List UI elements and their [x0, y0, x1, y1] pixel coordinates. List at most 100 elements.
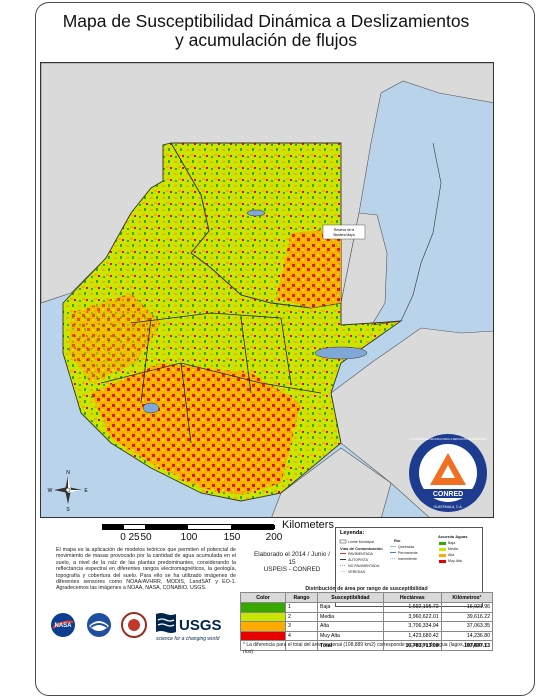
- cell-hectareas: 1,692,195.72: [382, 602, 442, 613]
- conred-name: CONRED: [433, 491, 463, 498]
- conred-ring-text: COORDINADORA NACIONAL PARA LA REDUCCIÓN …: [409, 438, 486, 441]
- cell-kilometros: 39,616.22: [440, 611, 494, 623]
- swatch-baja: [240, 602, 286, 613]
- legend-agua-muy-alta: Muy Alta: [448, 559, 462, 563]
- map-title-line2: y acumulación de flujos: [175, 30, 357, 50]
- legend-item-limite: Límite Municipal: [348, 540, 374, 544]
- legend-item-intermitente: Intermitente: [398, 557, 417, 561]
- cell-hectareas: 3,960,622.01: [382, 611, 442, 623]
- susceptibility-map[interactable]: Reserva de la Biosfera Maya N S E W: [40, 62, 494, 518]
- total-kilometros: 107,837.13: [440, 640, 494, 651]
- swatch-media: [240, 611, 286, 623]
- department-boundaries: [100, 312, 322, 444]
- legend-item-pavimentada: PAVIMENTADA: [348, 552, 373, 556]
- coastline: [370, 142, 442, 326]
- cell-hectareas: 3,706,334.94: [382, 621, 442, 632]
- cell-susceptibilidad: Muy Alta: [317, 630, 384, 642]
- credit-date: Elaborado el 2014 / Junio / 15: [253, 551, 331, 566]
- scale-label-25: 25: [128, 532, 140, 543]
- cell-rango: 4: [284, 630, 319, 642]
- cell-susceptibilidad: Alta: [317, 621, 384, 632]
- usgs-logo: USGS science for a changing world: [156, 613, 222, 642]
- conred-emblem: CONRED GUATEMALA, C.A. COORDINADORA NACI…: [409, 434, 487, 512]
- legend-item-autopista: AUTOPISTA: [348, 558, 369, 562]
- table-row: 1 Baja 1,692,195.72 16,921.96: [240, 602, 494, 613]
- annotation-box: [322, 224, 366, 240]
- legend-item-rio: Río: [394, 538, 401, 543]
- sheet-border: [35, 2, 535, 696]
- hotspot-south: [91, 363, 301, 495]
- distribution-title: Distribución de área por rango de suscep…: [305, 586, 428, 592]
- annotation-text-2: Biosfera Maya: [333, 233, 354, 237]
- compass-w: W: [48, 488, 53, 494]
- cell-rango: 3: [284, 621, 319, 632]
- col-rango: Rango: [284, 592, 319, 603]
- col-color: Color: [240, 592, 286, 603]
- nasa-logo: NASA: [51, 613, 75, 637]
- conred-seal-logo: [121, 612, 147, 638]
- legend-agua-media: Media: [448, 547, 458, 551]
- lago-peten-itza: [246, 209, 266, 217]
- cell-susceptibilidad: Baja: [317, 602, 384, 613]
- swatch-muy-alta: [240, 630, 286, 642]
- table-row: 2 Media 3,960,622.01 39,616.22: [240, 611, 494, 623]
- legend-agua-baja: Baja: [448, 541, 456, 545]
- scale-bar: 0 25 50 100 150 200: [102, 520, 352, 543]
- scale-label-0: 0: [120, 532, 126, 543]
- legend-symbols: [339, 539, 446, 572]
- col-kilometros: Kilómetros²: [440, 592, 494, 603]
- scale-label-150: 150: [223, 532, 241, 543]
- usgs-tagline: science for a changing world: [156, 636, 220, 642]
- legend-item-no-pavimentada: NO PAVIMENTADA: [348, 564, 380, 568]
- distribution-note: * La diferencia para el total del área n…: [243, 642, 487, 655]
- distribution-header-row: Color Rango Susceptibilidad Hectáreas Ki…: [240, 592, 494, 603]
- swatch-alta: [240, 621, 286, 632]
- legend-agua-alta: Alta: [448, 553, 455, 557]
- noaa-logo: [87, 613, 111, 637]
- col-susceptibilidad: Susceptibilidad: [317, 592, 384, 603]
- usgs-logo-text: USGS: [179, 617, 222, 634]
- table-row: 4 Muy Alta 1,423,680.42 14,236.80: [240, 630, 494, 642]
- cell-susceptibilidad: Media: [317, 611, 384, 623]
- compass-rose: N S E W: [48, 470, 89, 513]
- annotation-text-1: Reserva de la: [334, 228, 355, 232]
- legend-item-veredas: VEREDAS: [348, 570, 366, 574]
- map-canvas: Reserva de la Biosfera Maya N S E W: [41, 63, 493, 517]
- legend-item-permanente: Permanente: [398, 551, 418, 555]
- compass-s: S: [66, 507, 70, 513]
- scale-unit: Kilometers: [282, 519, 334, 531]
- compass-e: E: [84, 488, 88, 494]
- hotspot-north: [276, 228, 341, 308]
- scale-bar-graphic: [102, 524, 275, 530]
- scale-label-50: 50: [140, 532, 152, 543]
- map-description: El mapa es la aplicación de modelos teór…: [56, 547, 236, 592]
- nasa-logo-text: NASA: [54, 623, 72, 629]
- conred-place: GUATEMALA, C.A.: [433, 505, 462, 509]
- map-title-line1: Mapa de Susceptibilidad Dinámica a Desli…: [62, 11, 470, 31]
- scale-label-100: 100: [180, 532, 198, 543]
- legend-title: Leyenda:: [340, 530, 365, 536]
- credit-org: USPEIS - CONRED: [263, 566, 321, 573]
- col-hectareas: Hectáreas: [382, 592, 442, 603]
- scale-label-200: 200: [265, 532, 283, 543]
- credit-block: Elaborado el 2014 / Junio / 15 USPEIS - …: [252, 551, 332, 574]
- legend-item-vias: Vías de Comunicación: [340, 546, 383, 551]
- cell-rango: 1: [284, 602, 319, 613]
- cell-kilometros: 14,236.80: [440, 630, 494, 642]
- cell-rango: 2: [284, 611, 319, 623]
- cell-kilometros: 37,063.35: [440, 621, 494, 632]
- table-total-row: Total 10,783,713.08 107,837.13: [240, 640, 494, 651]
- legend-agua-title: Acuerdo Aguas: [438, 534, 468, 539]
- legend-item-quebrada: Quebrada: [398, 545, 414, 549]
- cell-hectareas: 1,423,680.42: [382, 630, 442, 642]
- el-salvador-land: [271, 447, 392, 517]
- lago-atitlan: [142, 402, 160, 414]
- compass-n: N: [66, 470, 70, 476]
- logo-strip: NASA USGS science for a changing world: [50, 610, 235, 650]
- distribution-table: Color Rango Susceptibilidad Hectáreas Ki…: [240, 592, 494, 651]
- lago-izabal: [314, 346, 368, 360]
- map-title: Mapa de Susceptibilidad Dinámica a Desli…: [40, 12, 492, 50]
- table-row: 3 Alta 3,706,334.94 37,063.35: [240, 621, 494, 632]
- cell-kilometros: 16,921.96: [440, 602, 494, 613]
